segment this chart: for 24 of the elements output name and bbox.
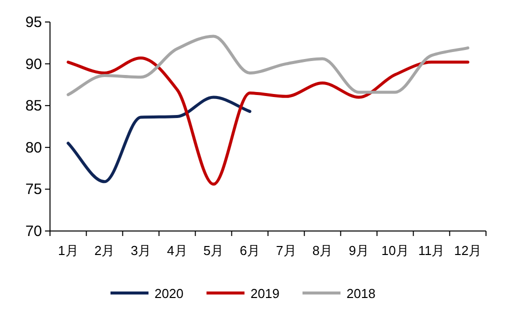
line-series xyxy=(66,34,470,96)
x-tick-label: 9月 xyxy=(348,243,369,258)
x-tick-label: 5月 xyxy=(203,243,224,258)
line-series xyxy=(66,96,252,184)
x-tick-label: 3月 xyxy=(130,243,151,258)
y-tick-label: 90 xyxy=(25,56,42,73)
legend-label: 2018 xyxy=(346,286,376,301)
y-tick-label: 80 xyxy=(25,139,42,156)
x-tick-label: 8月 xyxy=(312,243,333,258)
x-tick-label: 11月 xyxy=(418,243,445,258)
x-tick-label: 2月 xyxy=(94,243,115,258)
y-tick-label: 70 xyxy=(25,223,42,240)
y-tick-label: 75 xyxy=(25,181,42,198)
x-tick-label: 10月 xyxy=(381,243,409,258)
legend-label: 2019 xyxy=(250,286,280,301)
y-tick-label: 85 xyxy=(25,98,42,115)
x-tick-label: 6月 xyxy=(240,243,260,258)
line-series xyxy=(66,56,470,186)
x-tick-label: 7月 xyxy=(276,243,296,258)
x-tick-label: 4月 xyxy=(167,243,188,258)
legend-label: 2020 xyxy=(154,286,184,301)
y-tick-label: 95 xyxy=(25,14,42,31)
x-tick-label: 12月 xyxy=(454,243,482,258)
x-tick-label: 1月 xyxy=(58,243,78,258)
